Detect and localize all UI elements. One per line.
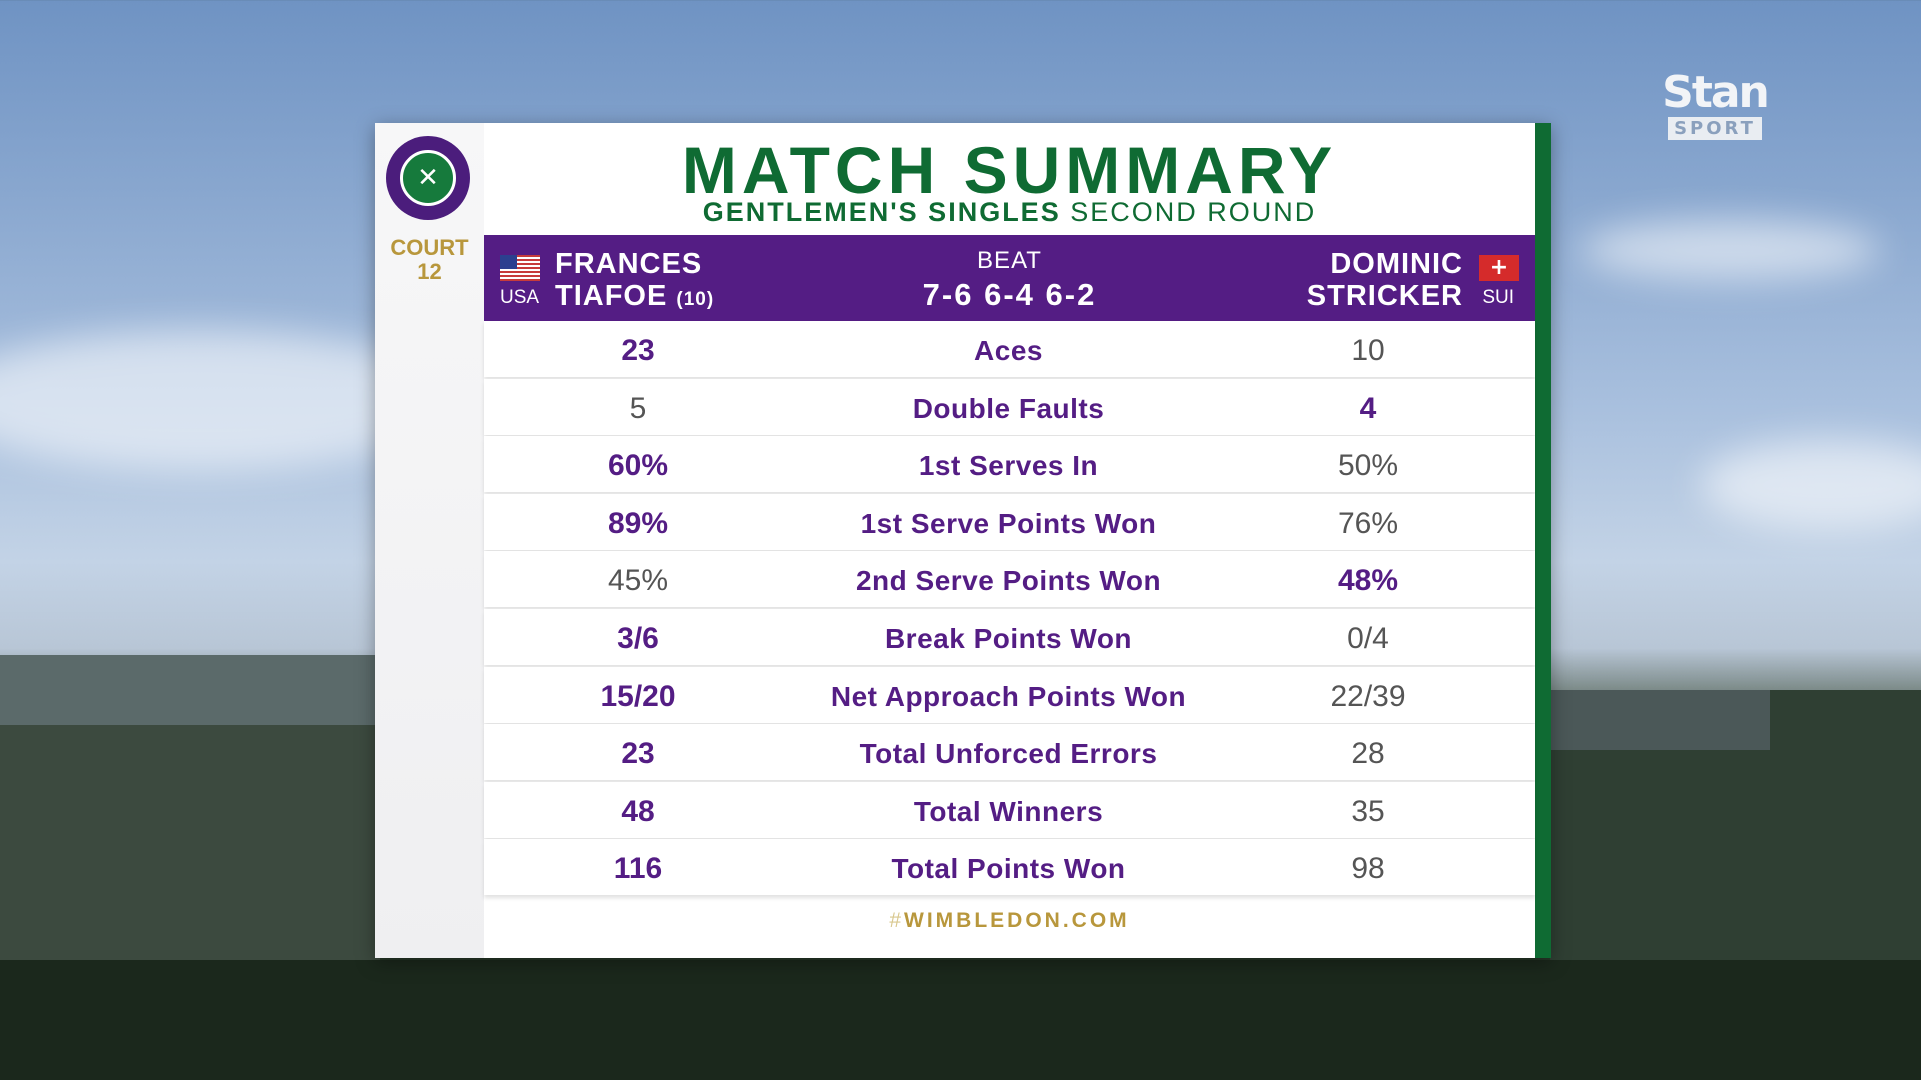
stat-label: Net Approach Points Won (830, 680, 1187, 712)
broadcaster-logo: Stan SPORT (1652, 70, 1778, 140)
left-player-last: TIAFOE (555, 280, 668, 312)
stat-row: 116 Total Points Won 98 (484, 839, 1535, 896)
stat-left-value: 3/6 (617, 621, 659, 655)
cloud (1700, 440, 1921, 530)
stat-right-value: 0/4 (1347, 621, 1389, 655)
stat-label: 1st Serves In (918, 450, 1099, 482)
card-sidebar: ✕ COURT 12 (375, 123, 484, 958)
court-number: 12 (417, 259, 442, 284)
right-player-first: DOMINIC (1330, 248, 1463, 280)
background-building-left-roof (0, 655, 380, 725)
stat-right-value: 98 (1351, 852, 1385, 886)
stat-left-value: 45% (607, 564, 669, 598)
stat-left-value: 23 (621, 737, 655, 771)
card-accent-edge (1535, 123, 1551, 958)
stat-row: 48 Total Winners 35 (484, 781, 1535, 838)
stat-right-value: 76% (1337, 506, 1399, 540)
stat-row: 45% 2nd Serve Points Won 48% (484, 551, 1535, 608)
right-player: DOMINIC STRICKER (1307, 248, 1463, 312)
event-name: GENTLEMEN'S SINGLES (702, 197, 1061, 227)
stat-left-value: 48 (621, 794, 655, 828)
left-player-first: FRANCES (555, 248, 703, 280)
match-score: 7-6 6-4 6-2 (922, 277, 1097, 312)
hashtag-symbol: # (889, 909, 905, 932)
left-country: USA (500, 287, 540, 308)
stat-row: 5 Double Faults 4 (484, 378, 1535, 435)
broadcaster-name: Stan (1662, 67, 1770, 118)
stat-label: Double Faults (912, 392, 1105, 424)
cloud (1580, 220, 1880, 280)
stat-label: Break Points Won (884, 622, 1133, 654)
right-country: SUI (1482, 287, 1514, 308)
stat-label: Total Points Won (891, 853, 1126, 885)
stat-row: 15/20 Net Approach Points Won 22/39 (484, 666, 1535, 723)
stat-right-value: 22/39 (1330, 679, 1406, 713)
match-summary-card: ✕ COURT 12 MATCH SUMMARY GENTLEMEN'S SIN… (375, 123, 1551, 958)
stat-left-value: 5 (629, 391, 647, 425)
left-player: FRANCES TIAFOE (10) (555, 248, 714, 316)
stat-label: Aces (974, 335, 1043, 366)
court-info: COURT 12 (375, 236, 484, 284)
stat-row: 23 Aces 10 (484, 321, 1535, 377)
card-subtitle: GENTLEMEN'S SINGLES SECOND ROUND (484, 195, 1535, 229)
stat-right-value: 48% (1337, 564, 1399, 598)
stats-table: 23 Aces 10 5 Double Faults 4 60% 1st Serves In 5… (484, 321, 1535, 897)
footer-link: #WIMBLEDON.COM (484, 899, 1535, 943)
stat-left-value: 23 (621, 334, 655, 367)
stat-label: Total Winners (913, 795, 1104, 827)
stat-right-value: 4 (1359, 391, 1377, 425)
crossed-rackets-icon: ✕ (400, 150, 456, 206)
round-name: SECOND ROUND (1070, 197, 1317, 227)
right-player-last: STRICKER (1306, 280, 1463, 312)
stat-row: 23 Total Unforced Errors 28 (484, 724, 1535, 781)
stat-left-value: 15/20 (600, 679, 676, 713)
stat-right-value: 28 (1351, 737, 1385, 771)
broadcaster-sub: SPORT (1668, 117, 1762, 140)
card-title: MATCH SUMMARY (681, 133, 1338, 207)
usa-flag-icon (500, 255, 540, 281)
background-ground (0, 960, 1921, 1080)
background-building-right-roof (1550, 690, 1770, 750)
stat-left-value: 89% (607, 506, 669, 540)
stat-right-value: 10 (1351, 334, 1385, 367)
court-label: COURT (390, 235, 469, 260)
wimbledon-crest-icon: ✕ (386, 136, 470, 220)
result-word: BEAT (977, 247, 1042, 274)
stat-label: 1st Serve Points Won (860, 507, 1157, 539)
switzerland-flag-icon: + (1479, 255, 1519, 281)
stat-right-value: 50% (1337, 449, 1399, 483)
left-player-seed: (10) (676, 289, 715, 310)
stat-row: 3/6 Break Points Won 0/4 (484, 608, 1535, 665)
stat-left-value: 116 (613, 852, 663, 886)
stat-left-value: 60% (607, 449, 669, 483)
footer-site: WIMBLEDON.COM (904, 909, 1130, 932)
stat-label: 2nd Serve Points Won (855, 565, 1162, 597)
stat-right-value: 35 (1351, 794, 1385, 828)
stat-row: 60% 1st Serves In 50% (484, 436, 1535, 493)
players-header: USA FRANCES TIAFOE (10) BEAT 7-6 6-4 6-2… (484, 235, 1535, 321)
stat-label: Total Unforced Errors (859, 738, 1158, 770)
stat-row: 89% 1st Serve Points Won 76% (484, 493, 1535, 550)
